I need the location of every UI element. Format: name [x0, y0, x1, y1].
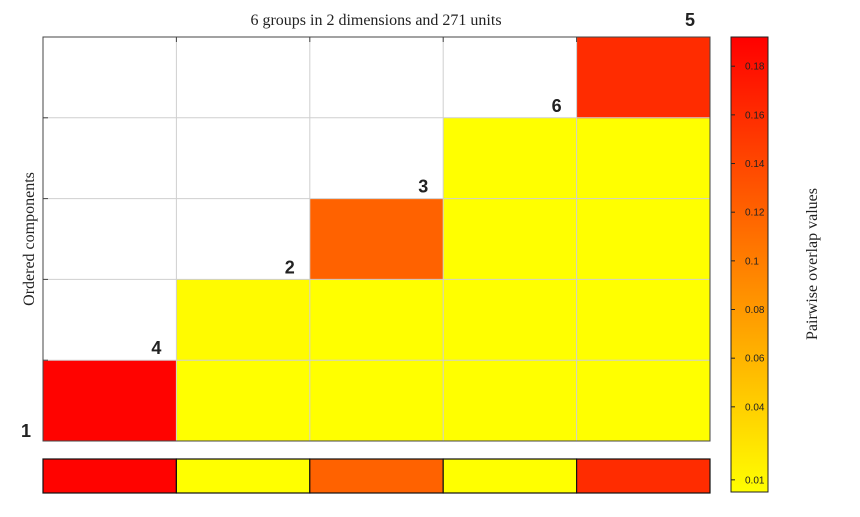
component-label: 3 — [418, 177, 428, 197]
heatmap-cell-0-3 — [443, 360, 578, 442]
colorbar-label: Pairwise overlap values — [804, 188, 821, 340]
colorbar: 0.01 0.04 0.06 0.08 0.1 0.12 0.14 0.16 0.18 — [730, 36, 769, 493]
component-label: 6 — [552, 96, 562, 116]
heatmap-cell-0-2 — [309, 360, 444, 442]
diagonal-color-bar — [42, 458, 711, 494]
diagonal-bar-segment — [42, 458, 177, 494]
y-axis-label: Ordered components — [21, 172, 38, 306]
gridlines — [43, 37, 710, 441]
component-label: 2 — [285, 257, 295, 277]
heatmap-cell-0-1 — [176, 360, 311, 442]
colorbar-tick-label: 0.16 — [745, 110, 765, 121]
colorbar-tick-label: 0.06 — [745, 354, 765, 365]
diagonal-bar-segment — [175, 458, 311, 494]
heatmap-cell-2-2 — [309, 198, 444, 280]
heatmap-cell-0-0 — [43, 360, 177, 442]
component-labels: 1 4 2 3 6 5 — [21, 10, 695, 441]
heatmap-plot: 1 4 2 3 6 5 — [21, 10, 711, 442]
heatmap-cell-3-3 — [443, 117, 578, 200]
diagonal-bar-segment — [442, 458, 578, 494]
heatmap-cell-2-4 — [576, 198, 711, 280]
heatmap-cell-3-4 — [576, 117, 711, 200]
heatmap-cell-1-1 — [176, 279, 311, 361]
colorbar-tick-label: 0.18 — [745, 62, 765, 73]
heatmap-cells — [43, 37, 711, 442]
plot-frame — [42, 36, 711, 442]
colorbar-ticks: 0.01 0.04 0.06 0.08 0.1 0.12 0.14 0.16 0.18 — [731, 62, 765, 486]
heatmap-cell-1-3 — [443, 279, 578, 361]
component-label: 4 — [151, 338, 161, 358]
diagonal-bar-segment — [309, 458, 444, 494]
heatmap-cell-4-4 — [576, 37, 711, 119]
heatmap-cell-1-2 — [309, 279, 444, 361]
colorbar-tick-label: 0.12 — [745, 208, 765, 219]
colorbar-tick-label: 0.14 — [745, 159, 765, 170]
colorbar-tick-label: 0.1 — [745, 256, 759, 267]
y-axis-ticks — [43, 37, 578, 361]
component-label: 1 — [21, 421, 31, 441]
colorbar-tick-label: 0.08 — [745, 305, 765, 316]
heatmap-cell-1-4 — [576, 279, 711, 361]
heatmap-cell-2-3 — [443, 198, 578, 280]
component-label: 5 — [685, 10, 695, 30]
heatmap-cell-0-4 — [576, 360, 711, 442]
colorbar-tick-label: 0.04 — [745, 402, 765, 413]
diagonal-bar-segment — [575, 458, 711, 494]
colorbar-gradient — [730, 36, 769, 493]
chart-title: 6 groups in 2 dimensions and 271 units — [250, 12, 501, 29]
colorbar-tick-label: 0.01 — [745, 475, 765, 486]
